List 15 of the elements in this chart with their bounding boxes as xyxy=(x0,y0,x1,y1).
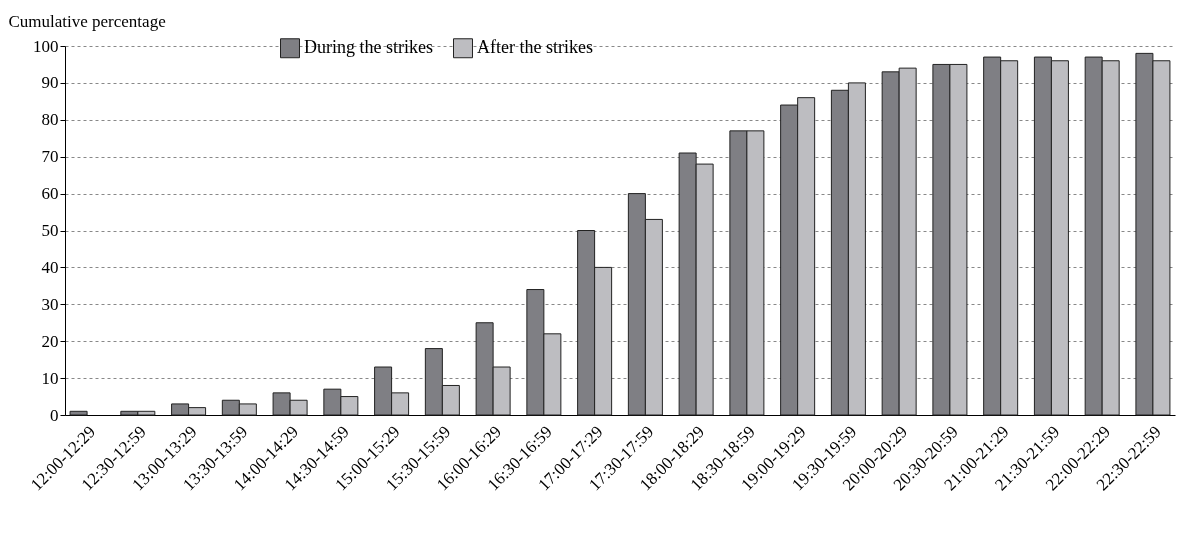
y-tick-label: 30 xyxy=(41,294,59,314)
y-tick-label: 40 xyxy=(41,257,59,277)
y-axis-title: Cumulative percentage xyxy=(8,11,166,31)
bar xyxy=(69,410,88,416)
y-tick-label: 0 xyxy=(50,405,59,425)
legend-label: After the strikes xyxy=(477,37,593,58)
legend-label: During the strikes xyxy=(304,37,433,58)
y-tick-label: 20 xyxy=(41,331,59,351)
y-tick-label: 50 xyxy=(41,221,59,240)
y-tick-label: 70 xyxy=(41,147,59,167)
y-tick-label: 80 xyxy=(41,110,59,130)
y-tick-label: 10 xyxy=(41,368,59,388)
y-tick-label: 90 xyxy=(41,73,59,93)
y-tick-label: 100 xyxy=(33,36,59,56)
y-tick-label: 60 xyxy=(41,184,59,204)
